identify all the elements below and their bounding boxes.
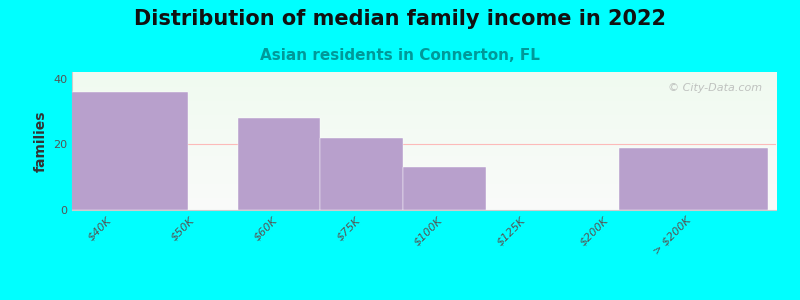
Bar [321,138,403,210]
Text: © City-Data.com: © City-Data.com [668,83,762,93]
Bar [39,92,188,210]
Bar [238,118,321,210]
Y-axis label: families: families [34,110,47,172]
Text: Distribution of median family income in 2022: Distribution of median family income in … [134,9,666,29]
Bar [618,148,768,210]
Bar [403,167,486,210]
Text: Asian residents in Connerton, FL: Asian residents in Connerton, FL [260,48,540,63]
